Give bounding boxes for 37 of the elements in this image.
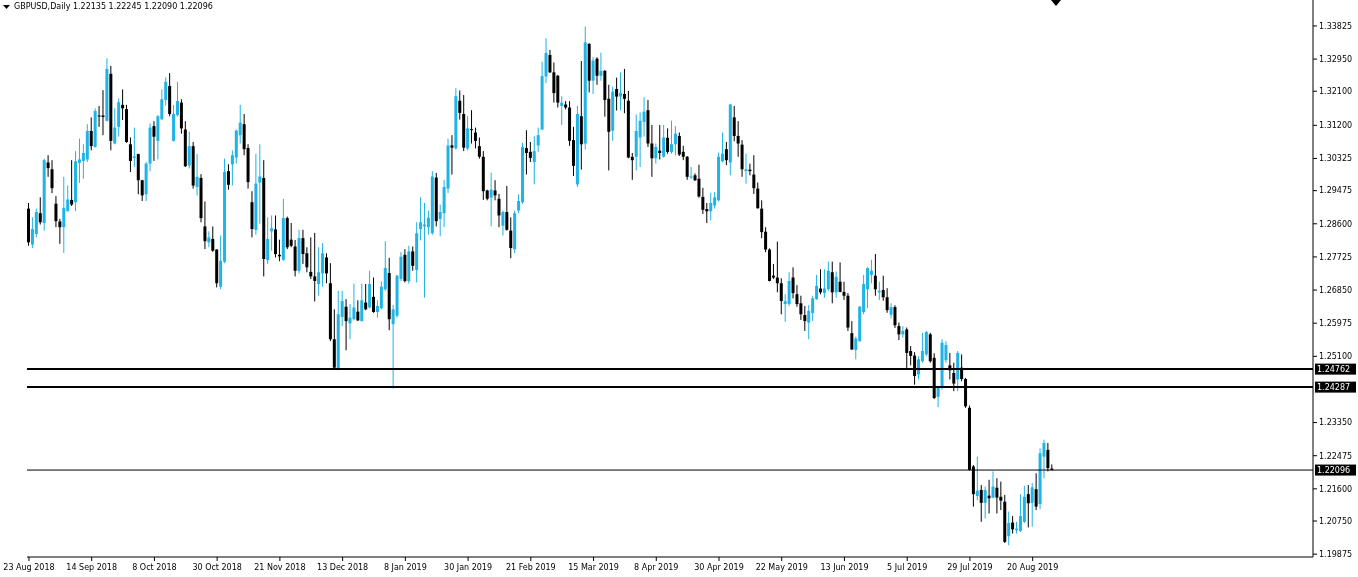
y-tick-label: 1.19875: [1319, 550, 1353, 559]
ref-line-label: 1.22096: [1317, 465, 1351, 475]
x-tick-label: 21 Nov 2018: [254, 563, 306, 572]
x-tick-label: 15 Mar 2019: [568, 563, 619, 572]
x-tick-label: 30 Oct 2018: [192, 563, 242, 572]
y-tick-label: 1.26850: [1319, 285, 1353, 295]
x-tick-label: 8 Apr 2019: [634, 563, 679, 572]
y-tick-label: 1.33825: [1319, 21, 1353, 31]
y-tick-label: 1.25975: [1319, 319, 1353, 329]
y-tick-label: 1.25100: [1319, 352, 1353, 362]
x-tick-label: 13 Dec 2018: [317, 563, 369, 572]
y-tick-label: 1.30325: [1319, 154, 1353, 164]
y-tick-label: 1.21600: [1319, 484, 1353, 494]
y-tick-label: 1.23350: [1319, 418, 1353, 428]
y-tick-label: 1.27725: [1319, 252, 1353, 262]
x-tick-label: 20 Aug 2019: [1007, 563, 1059, 572]
x-tick-label: 30 Apr 2019: [694, 563, 744, 572]
ref-line-label: 1.24287: [1317, 382, 1351, 392]
x-tick-label: 14 Sep 2018: [66, 563, 118, 572]
y-tick-label: 1.29475: [1319, 186, 1353, 196]
x-tick-label: 8 Oct 2018: [132, 563, 177, 572]
y-tick-label: 1.20750: [1319, 516, 1353, 526]
y-tick-label: 1.22475: [1319, 451, 1353, 461]
x-tick-label: 30 Jan 2019: [444, 563, 493, 572]
x-tick-label: 5 Jul 2019: [887, 563, 928, 572]
y-tick-label: 1.32100: [1319, 87, 1353, 97]
chart-title: GBPUSD,Daily 1.22135 1.22245 1.22090 1.22096: [14, 1, 213, 12]
y-tick-label: 1.28600: [1319, 219, 1353, 229]
x-tick-label: 29 Jul 2019: [947, 563, 993, 572]
ref-line-label: 1.24762: [1317, 364, 1351, 374]
x-tick-label: 13 Jun 2019: [820, 563, 869, 572]
y-tick-label: 1.31200: [1319, 121, 1353, 131]
x-tick-label: 22 May 2019: [755, 563, 808, 572]
y-tick-label: 1.32950: [1319, 54, 1353, 64]
x-tick-label: 8 Jan 2019: [383, 563, 427, 572]
x-tick-label: 21 Feb 2019: [505, 563, 556, 572]
x-tick-label: 23 Aug 2018: [3, 563, 55, 572]
